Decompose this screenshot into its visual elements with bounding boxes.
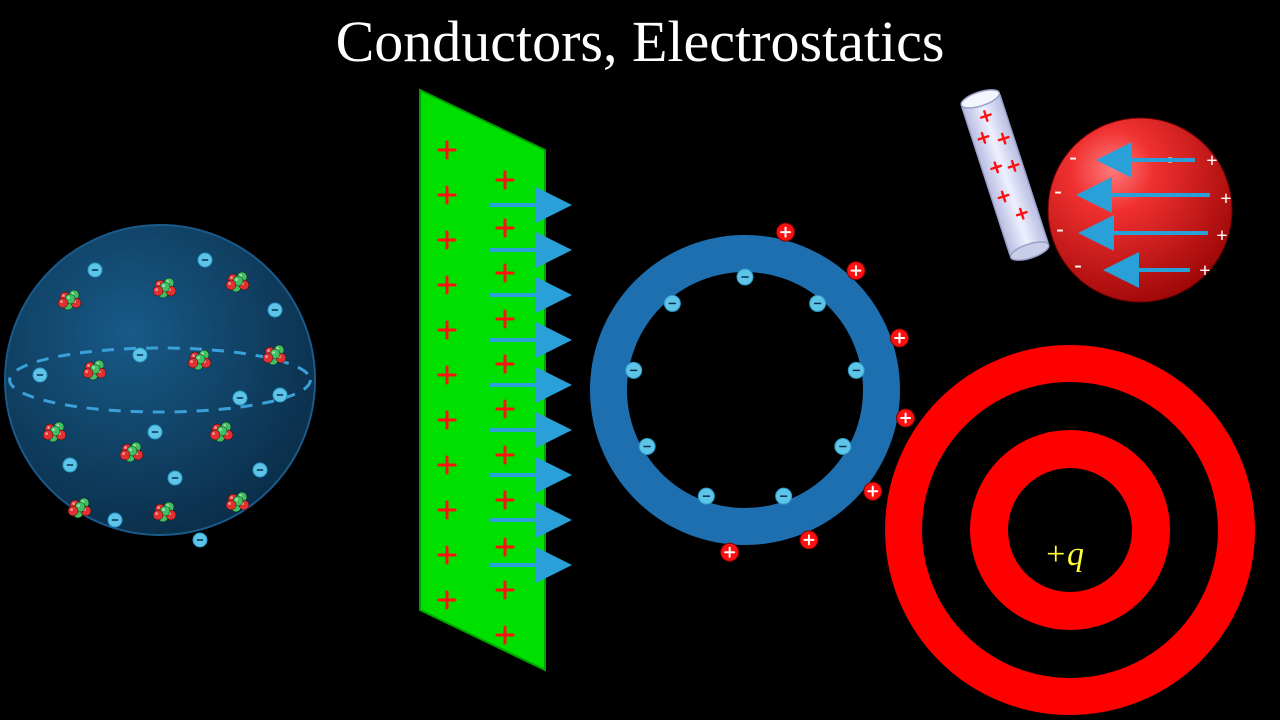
concentric-shells xyxy=(904,364,1237,697)
svg-text:-: - xyxy=(1056,216,1063,241)
svg-text:-: - xyxy=(1069,144,1076,169)
svg-text:+: + xyxy=(1220,188,1231,210)
diagram-stage: ----++++ xyxy=(0,0,1280,720)
conductor-sphere xyxy=(5,225,315,547)
svg-text:-: - xyxy=(1074,252,1081,277)
svg-text:+: + xyxy=(1199,260,1210,282)
conductor-ring xyxy=(609,223,915,561)
polarized-sphere: ----++++ xyxy=(1048,118,1232,302)
svg-text:-: - xyxy=(1054,178,1061,203)
charged-plane xyxy=(420,90,560,670)
svg-text:+: + xyxy=(1216,225,1227,247)
point-charge-label: +q xyxy=(1044,536,1084,574)
svg-text:+: + xyxy=(1206,150,1217,172)
charged-rod xyxy=(959,86,1051,264)
